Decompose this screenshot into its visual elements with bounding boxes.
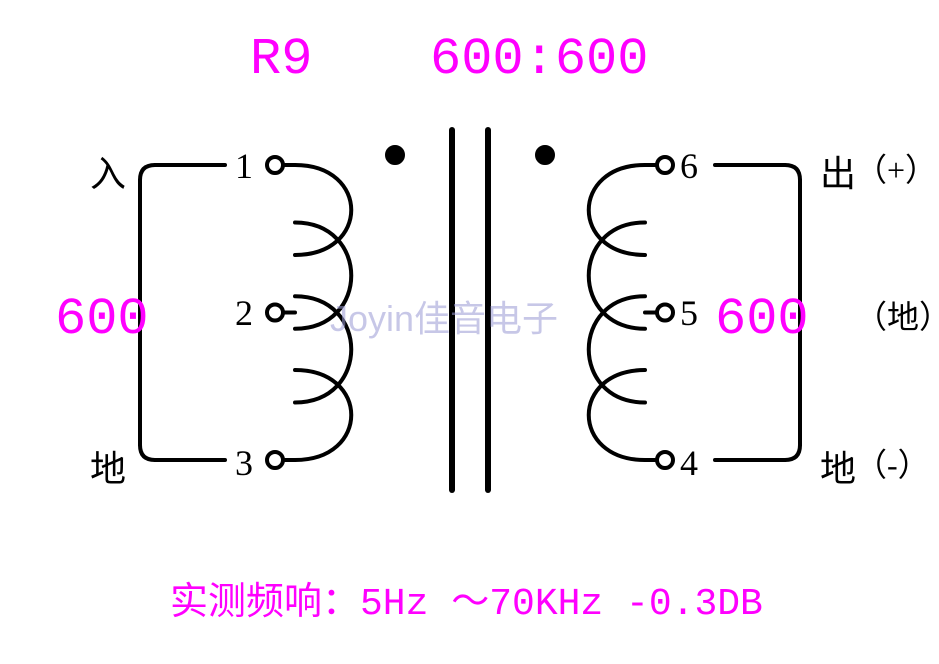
right-mid-suffix: （地） (855, 292, 939, 338)
left-bot-label: 地 (90, 440, 126, 492)
pin-2: 2 (235, 292, 253, 334)
title-part2: 600:600 (430, 30, 648, 89)
pin-3: 3 (235, 442, 253, 484)
right-top-suffix: （+） (855, 145, 937, 191)
pin-4: 4 (680, 442, 698, 484)
left-impedance: 600 (55, 290, 149, 349)
footer-spec: 实测频响：5Hz ～70KHz -0.3DB (170, 570, 763, 626)
title-part1: R9 (250, 30, 312, 89)
watermark-text: Joyin佳音电子 (330, 290, 558, 342)
pin-6: 6 (680, 145, 698, 187)
right-top-label: 出 (820, 145, 856, 197)
right-bot-suffix: （-） (855, 440, 930, 486)
left-top-label: 入 (90, 145, 126, 197)
pin-1: 1 (235, 145, 253, 187)
pin-5: 5 (680, 292, 698, 334)
right-impedance: 600 (715, 290, 809, 349)
right-bot-label: 地 (820, 440, 856, 492)
